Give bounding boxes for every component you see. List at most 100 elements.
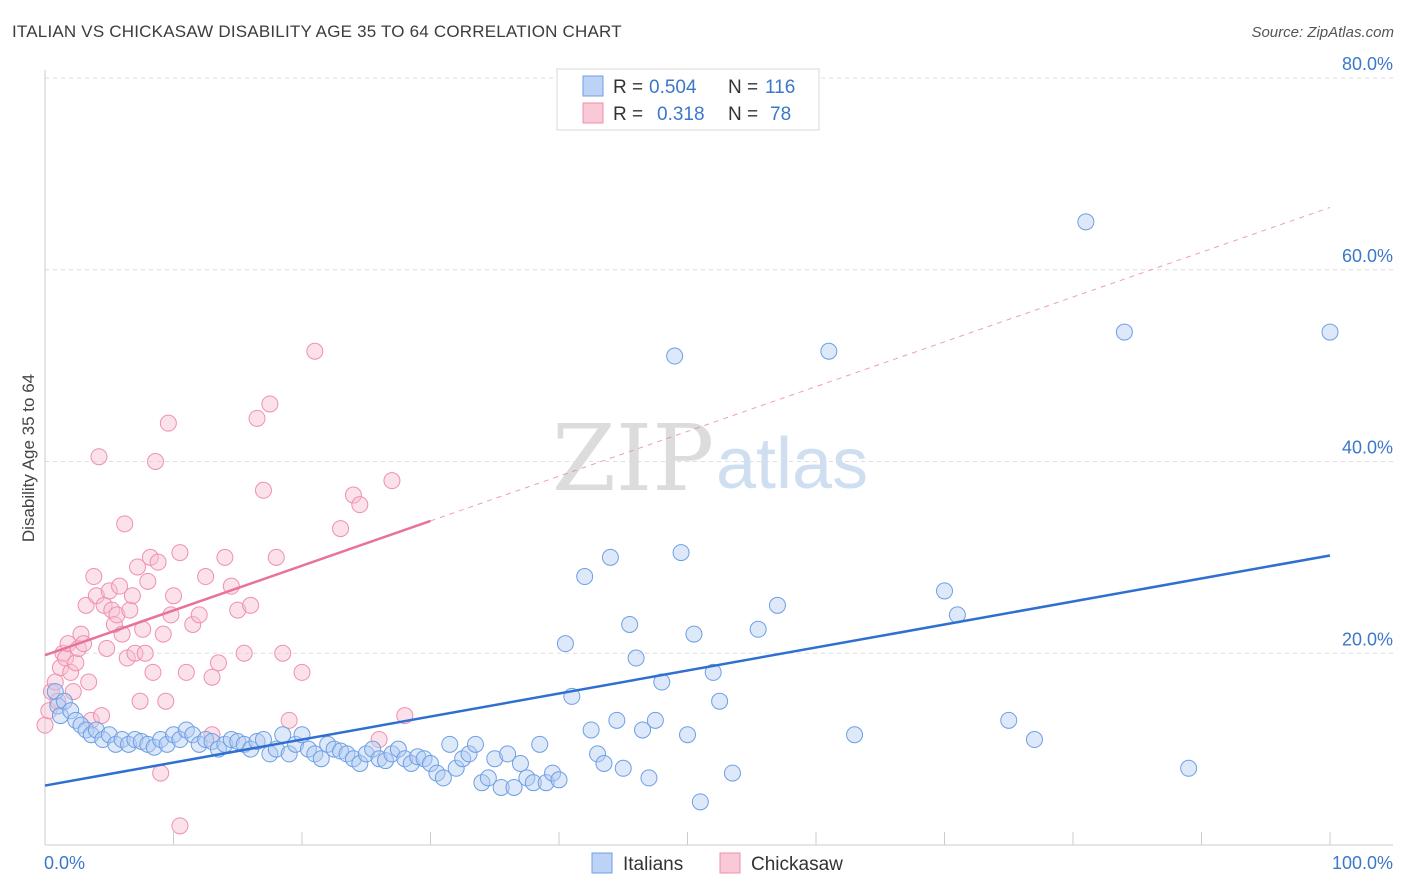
x-tick-labels: 0.0% 100.0% <box>44 853 1393 873</box>
chickasaw-points <box>36 342 414 835</box>
italian-point <box>550 771 568 789</box>
x-tick-label: 100.0% <box>1332 853 1393 873</box>
italian-point <box>100 726 118 744</box>
italian-point <box>46 683 64 701</box>
watermark-zip: ZIP <box>552 405 714 512</box>
legend-swatch-italians <box>582 75 604 97</box>
chickasaw-point <box>154 625 172 643</box>
axes <box>44 70 1393 846</box>
italian-point <box>364 740 382 758</box>
chickasaw-point <box>100 582 118 600</box>
italian-point <box>55 692 73 710</box>
chickasaw-point <box>80 673 98 691</box>
legend-r-label-italians: R = <box>613 77 643 98</box>
italian-point <box>666 347 684 365</box>
italian-point <box>280 745 298 763</box>
legend-n-value-italians: 116 <box>765 77 795 98</box>
italian-point <box>460 745 478 763</box>
italian-point <box>634 721 652 739</box>
chickasaw-point <box>209 654 227 672</box>
chickasaw-point <box>82 711 100 729</box>
italian-point <box>197 731 215 749</box>
chickasaw-point <box>177 663 195 681</box>
italian-point <box>846 726 864 744</box>
chickasaw-point <box>123 587 141 605</box>
italian-point <box>936 582 953 600</box>
italian-point <box>749 620 767 638</box>
chickasaw-point <box>131 692 149 710</box>
italian-point <box>704 663 722 681</box>
italian-point <box>537 774 555 792</box>
chickasaw-point <box>351 496 369 514</box>
italian-point <box>524 774 542 792</box>
italian-point <box>222 731 240 749</box>
chickasaw-point <box>111 577 129 595</box>
chickasaw-point <box>370 731 388 749</box>
italian-point <box>402 755 420 773</box>
italian-point <box>1180 759 1198 777</box>
italian-point <box>608 711 626 729</box>
chickasaw-point <box>235 644 253 662</box>
chickasaw-point <box>203 668 221 686</box>
italian-point <box>87 721 105 739</box>
italian-point <box>441 735 459 753</box>
chickasaw-point <box>147 453 165 470</box>
italian-point <box>486 750 504 768</box>
italian-point <box>422 755 439 773</box>
chickasaw-point <box>36 716 54 734</box>
italian-point <box>505 778 523 796</box>
chickasaw-point <box>159 414 177 432</box>
chickasaw-point <box>139 572 157 590</box>
chickasaw-point <box>184 615 202 633</box>
italian-point <box>621 615 639 633</box>
chickasaw-point <box>274 644 292 662</box>
chickasaw-point <box>42 683 60 701</box>
italian-point <box>389 740 407 758</box>
legend-n-label-chickasaw: N = <box>728 104 758 125</box>
italian-point <box>158 735 176 753</box>
chickasaw-point <box>242 596 260 614</box>
italian-point <box>325 740 343 758</box>
italian-point <box>184 726 202 744</box>
chickasaw-point <box>85 568 103 586</box>
chickasaw-point <box>171 817 189 835</box>
chickasaw-point <box>280 711 298 729</box>
chickasaw-point <box>103 601 121 619</box>
italian-point <box>447 759 465 777</box>
italian-point <box>723 764 741 782</box>
italian-point <box>685 625 703 643</box>
italian-point <box>1321 323 1339 341</box>
bottom-legend-label-chickasaw: Chickasaw <box>751 854 843 875</box>
italian-point <box>556 635 574 653</box>
italian-point <box>820 342 838 360</box>
chickasaw-point <box>152 764 170 782</box>
chickasaw-point <box>306 342 324 360</box>
italian-point <box>1000 711 1018 729</box>
chickasaw-point <box>121 601 139 619</box>
chickasaw-point <box>67 654 85 672</box>
italian-point <box>370 750 388 768</box>
italian-point <box>646 711 664 729</box>
watermark: ZIP atlas <box>552 405 868 512</box>
chickasaw-point <box>144 663 162 681</box>
chickasaw-point <box>254 481 272 499</box>
italian-point <box>434 769 452 787</box>
italian-point <box>62 702 80 720</box>
y-tick-label: 40.0% <box>1342 438 1393 458</box>
italian-point <box>679 726 696 744</box>
y-axis-label: Disability Age 35 to 64 <box>19 374 38 542</box>
bottom-legend-swatch-italians <box>591 852 613 874</box>
y-tick-labels: 20.0% 40.0% 60.0% 80.0% <box>1342 54 1393 649</box>
chickasaw-point <box>116 515 134 533</box>
trend-lines <box>44 206 1331 787</box>
chickasaw-point <box>136 644 154 662</box>
chickasaw-point <box>49 692 67 710</box>
x-tick-label: 0.0% <box>44 853 85 873</box>
legend-r-value-chickasaw: 0.318 <box>657 104 705 125</box>
italian-point <box>544 764 562 782</box>
watermark-atlas: atlas <box>716 424 868 504</box>
chickasaw-point <box>293 663 311 681</box>
chickasaw-point <box>108 606 126 624</box>
x-tick-marks <box>173 832 1331 845</box>
